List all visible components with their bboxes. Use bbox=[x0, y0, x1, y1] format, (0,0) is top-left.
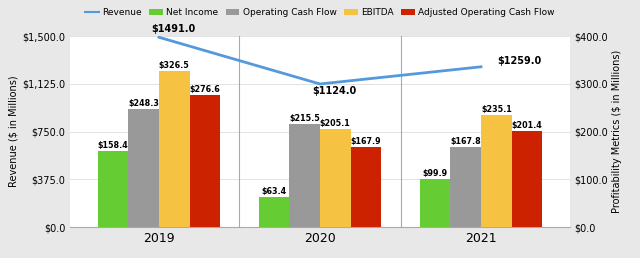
Revenue bbox=[477, 65, 485, 68]
Revenue bbox=[155, 36, 163, 39]
Bar bbox=[159, 71, 189, 227]
Text: $158.4: $158.4 bbox=[98, 141, 129, 150]
Bar bbox=[98, 151, 129, 227]
Text: $1259.0: $1259.0 bbox=[497, 56, 541, 66]
Y-axis label: Profitability Metrics ($ in Millions): Profitability Metrics ($ in Millions) bbox=[612, 50, 622, 213]
Text: $167.8: $167.8 bbox=[451, 137, 481, 146]
Text: $276.6: $276.6 bbox=[189, 85, 220, 94]
Bar bbox=[351, 147, 381, 227]
Text: $215.5: $215.5 bbox=[289, 114, 320, 123]
Bar bbox=[259, 197, 289, 227]
Revenue bbox=[316, 82, 324, 85]
Text: $248.3: $248.3 bbox=[128, 99, 159, 108]
Bar bbox=[129, 109, 159, 227]
Legend: Revenue, Net Income, Operating Cash Flow, EBITDA, Adjusted Operating Cash Flow: Revenue, Net Income, Operating Cash Flow… bbox=[82, 4, 558, 21]
Bar bbox=[451, 147, 481, 227]
Text: $167.9: $167.9 bbox=[351, 137, 381, 146]
Bar bbox=[189, 95, 220, 227]
Text: $1491.0: $1491.0 bbox=[151, 24, 195, 34]
Text: $201.4: $201.4 bbox=[511, 121, 542, 130]
Text: $99.9: $99.9 bbox=[422, 169, 448, 178]
Line: Revenue: Revenue bbox=[159, 37, 481, 84]
Bar bbox=[420, 179, 451, 227]
Text: $235.1: $235.1 bbox=[481, 105, 512, 114]
Bar bbox=[289, 124, 320, 227]
Text: $63.4: $63.4 bbox=[262, 187, 287, 196]
Text: $205.1: $205.1 bbox=[320, 119, 351, 128]
Text: $1124.0: $1124.0 bbox=[312, 86, 356, 96]
Bar bbox=[511, 131, 542, 227]
Text: $326.5: $326.5 bbox=[159, 61, 189, 70]
Bar bbox=[320, 129, 351, 227]
Bar bbox=[481, 115, 511, 227]
Y-axis label: Revenue ($ in Millions): Revenue ($ in Millions) bbox=[8, 76, 19, 187]
